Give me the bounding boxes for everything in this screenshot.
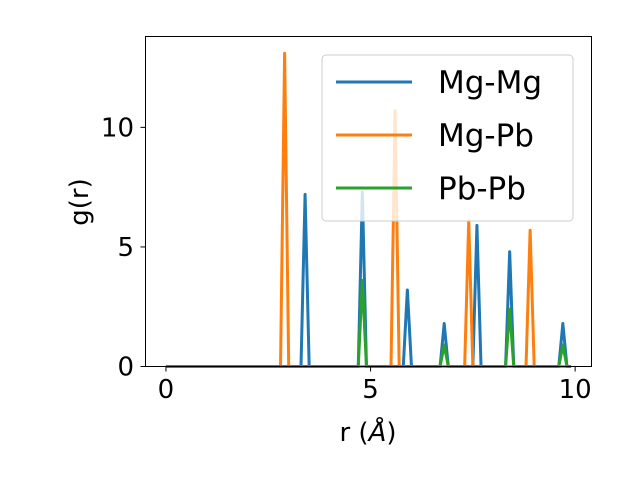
x-axis: 0 5 10	[158, 366, 592, 405]
legend-label-mg-pb: Mg-Pb	[438, 118, 534, 154]
y-tick-label: 0	[117, 353, 134, 383]
y-axis-label: g(r)	[65, 178, 95, 225]
legend-label-pb-pb: Pb-Pb	[438, 171, 526, 207]
x-tick-label: 10	[559, 375, 592, 405]
y-axis: 0 5 10	[101, 113, 146, 383]
y-tick-label: 10	[101, 113, 134, 143]
x-axis-label: r (Å)	[339, 416, 396, 448]
legend: Mg-Mg Mg-Pb Pb-Pb	[321, 54, 574, 222]
x-axis-label-prefix: r (	[339, 418, 368, 448]
legend-frame	[321, 54, 574, 222]
x-axis-label-suffix: )	[386, 418, 396, 448]
legend-label-mg-mg: Mg-Mg	[438, 65, 542, 101]
x-tick-label: 0	[158, 375, 175, 405]
plot-frame	[145, 36, 592, 367]
x-tick-label: 5	[362, 375, 379, 405]
x-axis-label-symbol: Å	[367, 416, 387, 448]
y-tick-label: 5	[117, 233, 134, 263]
